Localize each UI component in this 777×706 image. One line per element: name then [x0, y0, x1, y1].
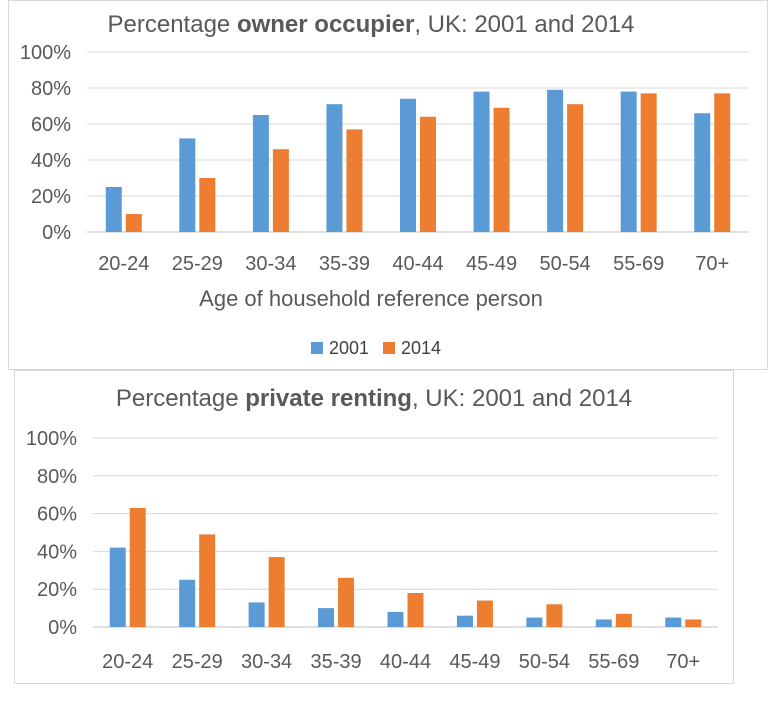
owner-bar-2014-50-54 — [567, 104, 584, 232]
owner-y-tick-label: 0% — [42, 222, 71, 244]
owner-bar-2001-35-39 — [326, 104, 343, 232]
owner-bar-2014-20-24 — [125, 214, 142, 232]
renting-bar-2014-35-39 — [338, 577, 355, 627]
renting-x-tick-label: 45-49 — [449, 651, 500, 673]
renting-x-tick-label: 40-44 — [380, 651, 431, 673]
renting-bar-2001-70+ — [665, 617, 682, 627]
renting-y-tick-label: 20% — [37, 579, 77, 601]
renting-bar-2014-55-69 — [615, 613, 632, 627]
owner-bar-2001-50-54 — [547, 89, 564, 232]
renting-y-tick-label: 60% — [37, 504, 77, 526]
renting-x-tick-label: 70+ — [666, 651, 700, 673]
renting-title-part: private renting — [245, 385, 412, 412]
renting-x-tick-label: 30-34 — [241, 651, 292, 673]
renting-bar-2001-35-39 — [318, 608, 335, 627]
owner-x-tick-label: 35-39 — [319, 253, 370, 275]
owner-y-tick-label: 20% — [31, 186, 71, 208]
owner-bar-2014-45-49 — [493, 107, 510, 232]
renting-bar-2001-20-24 — [109, 547, 126, 627]
renting-y-tick-label: 0% — [48, 617, 77, 639]
owner-bar-2014-70+ — [714, 93, 731, 233]
owner-title-part: Percentage — [108, 11, 237, 38]
renting-bar-2001-40-44 — [387, 611, 404, 627]
owner-x-tick-label: 50-54 — [540, 253, 591, 275]
owner-bar-2014-40-44 — [420, 116, 436, 232]
renting-x-tick-label: 35-39 — [310, 651, 361, 673]
owner-x-axis-title: Age of household reference person — [199, 286, 543, 311]
renting-bar-2014-40-44 — [407, 592, 424, 627]
owner-bar-2001-45-49 — [473, 91, 490, 232]
owner-legend-label: 2014 — [401, 338, 441, 358]
renting-bar-2014-20-24 — [129, 507, 146, 627]
owner-title-part: owner occupier — [237, 11, 414, 38]
renting-title-part: , UK: 2001 and 2014 — [412, 385, 632, 412]
owner-legend-label: 2001 — [329, 338, 369, 358]
owner-x-tick-label: 40-44 — [392, 253, 443, 275]
owner-bar-2014-30-34 — [272, 149, 289, 232]
private-renting-chart: Percentage private renting, UK: 2001 and… — [26, 385, 718, 673]
renting-bar-2001-30-34 — [248, 602, 265, 627]
owner-x-tick-label: 45-49 — [466, 253, 517, 275]
owner-bar-2001-30-34 — [252, 115, 269, 232]
renting-bar-2014-70+ — [685, 619, 702, 627]
renting-bar-2001-55-69 — [595, 619, 612, 627]
renting-bar-2001-50-54 — [526, 617, 543, 627]
owner-y-tick-label: 60% — [31, 114, 71, 136]
owner-y-tick-label: 40% — [31, 150, 71, 172]
owner-bar-2014-25-29 — [199, 178, 216, 232]
owner-legend-swatch-2001 — [311, 342, 323, 354]
owner-bar-2001-55-69 — [620, 91, 637, 232]
renting-y-tick-label: 40% — [37, 541, 77, 563]
owner-legend-swatch-2014 — [383, 342, 395, 354]
renting-bar-2014-25-29 — [199, 534, 216, 627]
owner-x-tick-label: 55-69 — [613, 253, 664, 275]
owner-title-part: , UK: 2001 and 2014 — [414, 11, 634, 38]
owner-y-tick-label: 100% — [20, 42, 71, 64]
owner-occupier-chart-panel: Percentage owner occupier, UK: 2001 and … — [8, 0, 768, 370]
private-renting-chart-panel: Percentage private renting, UK: 2001 and… — [14, 370, 734, 684]
owner-bar-2001-40-44 — [400, 98, 416, 232]
owner-bar-2001-20-24 — [105, 187, 122, 232]
owner-x-tick-label: 20-24 — [98, 253, 149, 275]
renting-x-tick-label: 20-24 — [102, 651, 153, 673]
renting-x-tick-label: 55-69 — [588, 651, 639, 673]
owner-chart-title: Percentage owner occupier, UK: 2001 and … — [108, 11, 635, 38]
owner-bar-2001-25-29 — [179, 138, 196, 232]
renting-bar-2014-50-54 — [546, 604, 563, 627]
owner-bar-2014-55-69 — [640, 93, 657, 233]
renting-y-tick-label: 80% — [37, 466, 77, 488]
renting-chart-title: Percentage private renting, UK: 2001 and… — [116, 385, 632, 412]
renting-x-tick-label: 25-29 — [172, 651, 223, 673]
owner-occupier-chart: Percentage owner occupier, UK: 2001 and … — [20, 11, 749, 358]
owner-x-tick-label: 25-29 — [172, 253, 223, 275]
owner-x-tick-label: 30-34 — [245, 253, 296, 275]
owner-y-tick-label: 80% — [31, 78, 71, 100]
owner-bar-2001-70+ — [694, 113, 711, 232]
renting-bar-2001-25-29 — [179, 579, 196, 627]
renting-bar-2014-45-49 — [476, 600, 493, 627]
renting-bar-2001-45-49 — [456, 615, 473, 627]
owner-x-tick-label: 70+ — [695, 253, 729, 275]
renting-bar-2014-30-34 — [268, 557, 285, 627]
renting-x-tick-label: 50-54 — [519, 651, 570, 673]
renting-y-tick-label: 100% — [26, 428, 77, 450]
renting-title-part: Percentage — [116, 385, 245, 412]
owner-bar-2014-35-39 — [346, 129, 363, 232]
